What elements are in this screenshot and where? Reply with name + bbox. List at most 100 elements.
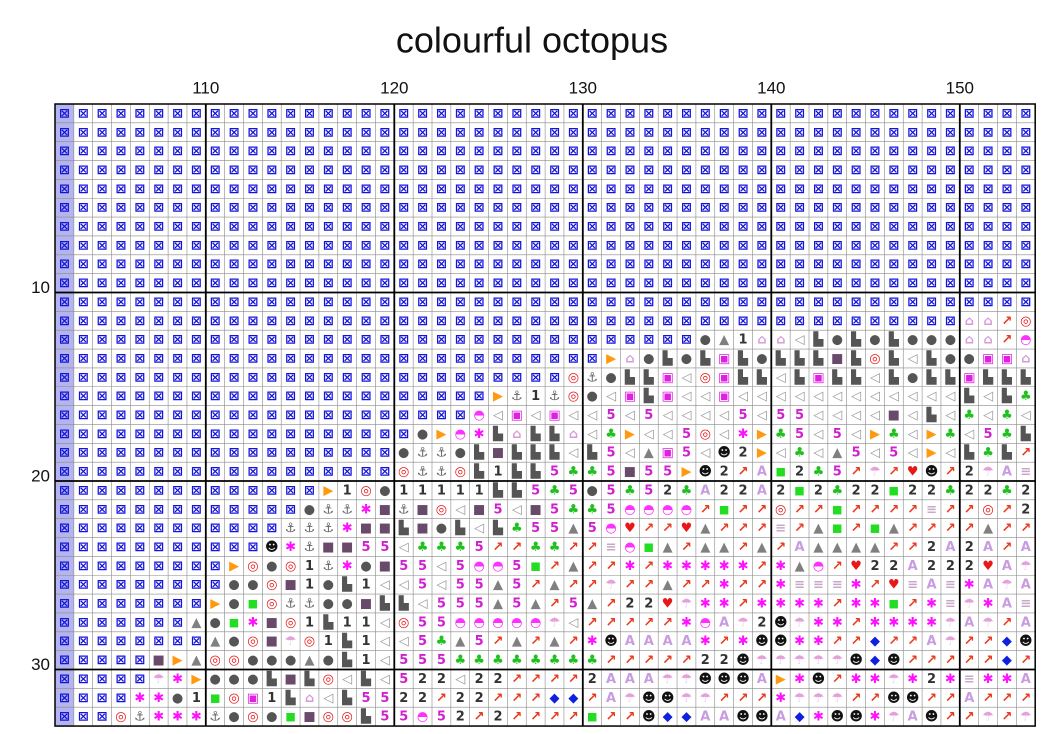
stitch-symbol: 1 — [343, 615, 352, 630]
stitch-symbol: ⊠ — [1001, 201, 1012, 216]
stitch-symbol: ◎ — [323, 672, 334, 687]
stitch-symbol: ⊠ — [379, 106, 390, 121]
stitch-symbol: ⊠ — [285, 351, 296, 366]
stitch-symbol: ⊠ — [304, 257, 315, 272]
stitch-symbol: ⊠ — [210, 465, 221, 480]
stitch-symbol: ▙ — [737, 349, 749, 366]
stitch-symbol: ↗ — [794, 521, 805, 536]
stitch-symbol: 2 — [456, 691, 465, 706]
stitch-symbol: ▲ — [813, 540, 823, 555]
stitch-symbol: ⊠ — [361, 257, 372, 272]
stitch-symbol: ⊠ — [210, 144, 221, 159]
stitch-symbol: ⊠ — [813, 106, 824, 121]
stitch-symbol: ⊠ — [493, 220, 504, 235]
stitch-symbol: ⊠ — [172, 276, 183, 291]
stitch-symbol: ↗ — [643, 559, 654, 574]
stitch-symbol: ⊠ — [587, 333, 598, 348]
stitch-symbol: ⊠ — [1001, 144, 1012, 159]
stitch-symbol: ⊠ — [530, 163, 541, 178]
stitch-symbol: ⊠ — [191, 257, 202, 272]
stitch-symbol: ⊠ — [172, 201, 183, 216]
stitch-symbol: ◁ — [644, 427, 654, 442]
stitch-symbol: ◓ — [455, 615, 466, 630]
stitch-symbol: ✱ — [700, 634, 711, 649]
stitch-symbol: 5 — [475, 634, 484, 649]
stitch-symbol: ♣ — [1001, 427, 1013, 442]
stitch-symbol: ↗ — [624, 578, 635, 593]
stitch-symbol: ⊠ — [285, 408, 296, 423]
stitch-symbol: ◁ — [512, 502, 522, 517]
stitch-symbol: ↗ — [851, 465, 862, 480]
stitch-symbol: ⊠ — [568, 351, 579, 366]
stitch-symbol: ◁ — [700, 408, 710, 423]
stitch-symbol: ⊠ — [379, 408, 390, 423]
stitch-symbol: ⊠ — [134, 351, 145, 366]
stitch-symbol: ⊠ — [926, 163, 937, 178]
stitch-symbol: ▲ — [493, 597, 503, 612]
stitch-symbol: ⊠ — [229, 295, 240, 310]
stitch-symbol: ■ — [266, 615, 278, 630]
stitch-symbol: ↗ — [794, 502, 805, 517]
stitch-symbol: ⊠ — [78, 710, 89, 725]
stitch-symbol: ⊠ — [681, 144, 692, 159]
stitch-symbol: ⊠ — [247, 220, 258, 235]
stitch-symbol: ⊠ — [662, 220, 673, 235]
stitch-symbol: ⊠ — [851, 125, 862, 140]
stitch-symbol: ⊠ — [361, 314, 372, 329]
stitch-symbol: ⊠ — [549, 182, 560, 197]
stitch-symbol: ⊠ — [945, 276, 956, 291]
stitch-symbol: ⊠ — [417, 314, 428, 329]
stitch-symbol: ↗ — [907, 597, 918, 612]
stitch-symbol: ■ — [831, 351, 843, 366]
stitch-symbol: 5 — [795, 427, 804, 442]
stitch-symbol: ↗ — [1001, 333, 1012, 348]
stitch-symbol: ▙ — [888, 368, 900, 385]
stitch-symbol: ↗ — [983, 691, 994, 706]
stitch-symbol: ✱ — [172, 672, 183, 687]
stitch-symbol: 1 — [324, 634, 333, 649]
stitch-symbol: ⊠ — [700, 144, 711, 159]
stitch-symbol: ↗ — [945, 691, 956, 706]
stitch-symbol: ⊠ — [549, 144, 560, 159]
stitch-symbol: 1 — [493, 465, 502, 480]
stitch-symbol: ⊠ — [474, 106, 485, 121]
stitch-symbol: ● — [285, 653, 296, 668]
stitch-symbol: ⊠ — [511, 295, 522, 310]
stitch-symbol: ● — [945, 351, 956, 366]
stitch-symbol: ⊠ — [719, 163, 730, 178]
stitch-symbol: ⊠ — [756, 163, 767, 178]
stitch-symbol: ◁ — [813, 389, 823, 404]
stitch-symbol: ● — [247, 578, 258, 593]
stitch-symbol: ▙ — [794, 368, 806, 385]
stitch-symbol: ⊠ — [97, 597, 108, 612]
stitch-symbol: ⊠ — [210, 370, 221, 385]
stitch-symbol: ⊠ — [945, 182, 956, 197]
stitch-symbol: ◎ — [285, 615, 296, 630]
stitch-symbol: ⊠ — [323, 446, 334, 461]
stitch-symbol: ⊠ — [681, 257, 692, 272]
stitch-symbol: ☻ — [736, 710, 750, 725]
stitch-symbol: ⊠ — [285, 106, 296, 121]
stitch-symbol: ☂ — [963, 597, 975, 612]
stitch-symbol: ⌂ — [305, 691, 314, 706]
stitch-symbol: ⊠ — [210, 389, 221, 404]
stitch-symbol: ⊠ — [78, 691, 89, 706]
stitch-symbol: ◁ — [399, 578, 409, 593]
stitch-symbol: ♥ — [982, 559, 994, 574]
stitch-symbol: ⊠ — [794, 144, 805, 159]
stitch-symbol: ♣ — [831, 483, 843, 498]
stitch-symbol: 5 — [475, 597, 484, 612]
stitch-symbol: ⊠ — [153, 483, 164, 498]
stitch-symbol: ● — [228, 634, 239, 649]
stitch-symbol: ◓ — [700, 615, 711, 630]
stitch-symbol: ⊠ — [172, 483, 183, 498]
stitch-symbol: ⊠ — [78, 502, 89, 517]
stitch-symbol: ✱ — [738, 559, 749, 574]
stitch-symbol: ◓ — [662, 502, 673, 517]
stitch-symbol: ⊠ — [191, 163, 202, 178]
stitch-symbol: ◁ — [757, 408, 767, 423]
stitch-symbol: ⊠ — [945, 295, 956, 310]
stitch-symbol: ⊠ — [417, 220, 428, 235]
stitch-symbol: ↗ — [926, 521, 937, 536]
